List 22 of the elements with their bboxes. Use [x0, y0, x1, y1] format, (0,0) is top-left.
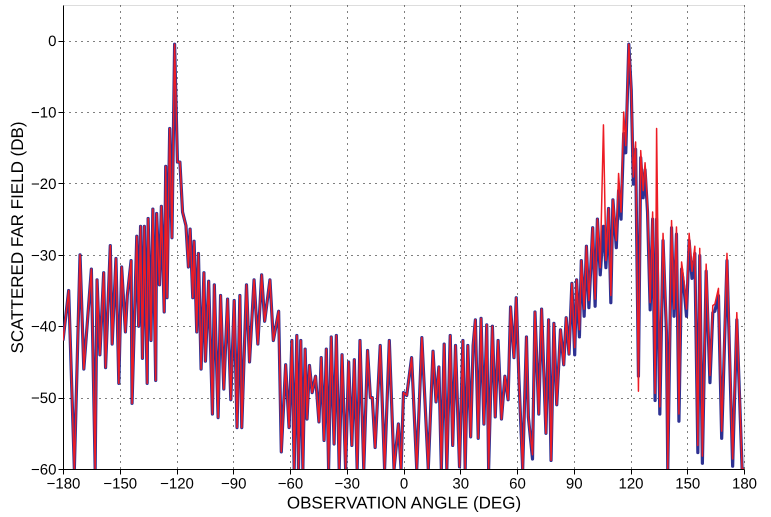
x-tick-label: −30 [334, 476, 360, 492]
x-tick-label: −90 [221, 476, 246, 492]
y-tick-label: −40 [31, 318, 56, 336]
x-tick-label: 180 [732, 476, 758, 492]
y-tick-label: −30 [31, 247, 56, 264]
y-tick-label: 0 [48, 33, 56, 50]
x-tick-label: −120 [160, 476, 194, 492]
y-tick-label: −50 [31, 390, 56, 408]
x-tick-label: 30 [452, 476, 470, 492]
x-tick-label: 120 [618, 476, 644, 492]
y-tick-label: −60 [31, 462, 56, 478]
y-tick-label: −10 [31, 104, 56, 122]
x-tick-label: −180 [46, 476, 80, 492]
x-tick-label: 150 [675, 476, 700, 492]
x-tick-label: 90 [566, 476, 583, 492]
x-tick-label: −60 [278, 476, 304, 492]
x-tick-label: 0 [400, 476, 408, 492]
x-tick-label: 60 [509, 476, 526, 492]
y-axis-title: SCATTERED FAR FIELD (DB) [8, 121, 28, 354]
x-tick-label: −150 [103, 476, 138, 492]
y-tick-label: −20 [31, 176, 56, 193]
x-axis-title: OBSERVATION ANGLE (DEG) [286, 494, 522, 512]
